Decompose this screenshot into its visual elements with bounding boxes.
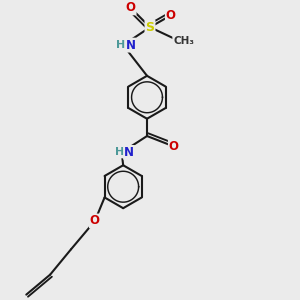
- Text: H: H: [115, 147, 124, 158]
- Text: CH₃: CH₃: [173, 36, 194, 46]
- Text: H: H: [116, 40, 125, 50]
- Text: O: O: [166, 9, 176, 22]
- Text: S: S: [146, 21, 154, 34]
- Text: O: O: [126, 1, 136, 14]
- Text: N: N: [126, 39, 136, 52]
- Text: N: N: [124, 146, 134, 159]
- Text: O: O: [90, 214, 100, 227]
- Text: O: O: [169, 140, 179, 153]
